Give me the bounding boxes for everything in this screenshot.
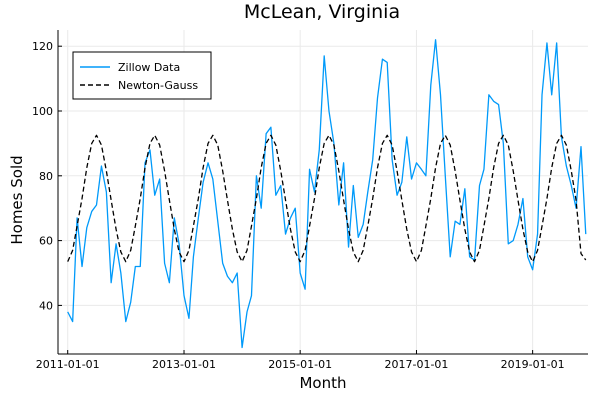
x-tick-label: 2017-01-01 — [385, 358, 449, 371]
x-tick-label: 2013-01-01 — [152, 358, 216, 371]
y-ticks: 40 60 80 100 120 — [32, 40, 62, 312]
legend: Zillow Data Newton-Gauss — [72, 51, 212, 100]
x-axis-label: Month — [299, 374, 346, 392]
axes — [57, 30, 588, 355]
chart-title: McLean, Virginia — [244, 1, 400, 23]
y-axis-label: Homes Sold — [8, 155, 26, 244]
y-tick-label: 120 — [32, 40, 53, 53]
x-tick-label: 2011-01-01 — [36, 358, 100, 371]
legend-label-newton-gauss: Newton-Gauss — [118, 79, 198, 92]
legend-label-zillow: Zillow Data — [118, 61, 180, 74]
y-tick-label: 40 — [39, 299, 53, 312]
series-line-newton-gauss — [67, 134, 587, 263]
y-tick-label: 80 — [39, 170, 53, 183]
y-tick-label: 100 — [32, 105, 53, 118]
legend-box — [72, 51, 212, 100]
x-ticks: 2011-01-01 2013-01-01 2015-01-01 2017-01-01… — [36, 350, 565, 371]
x-tick-label: 2019-01-01 — [501, 358, 565, 371]
plot-area — [67, 39, 587, 349]
series-line-zillow-data — [67, 39, 587, 349]
y-tick-label: 60 — [39, 235, 53, 248]
x-tick-label: 2015-01-01 — [268, 358, 332, 371]
